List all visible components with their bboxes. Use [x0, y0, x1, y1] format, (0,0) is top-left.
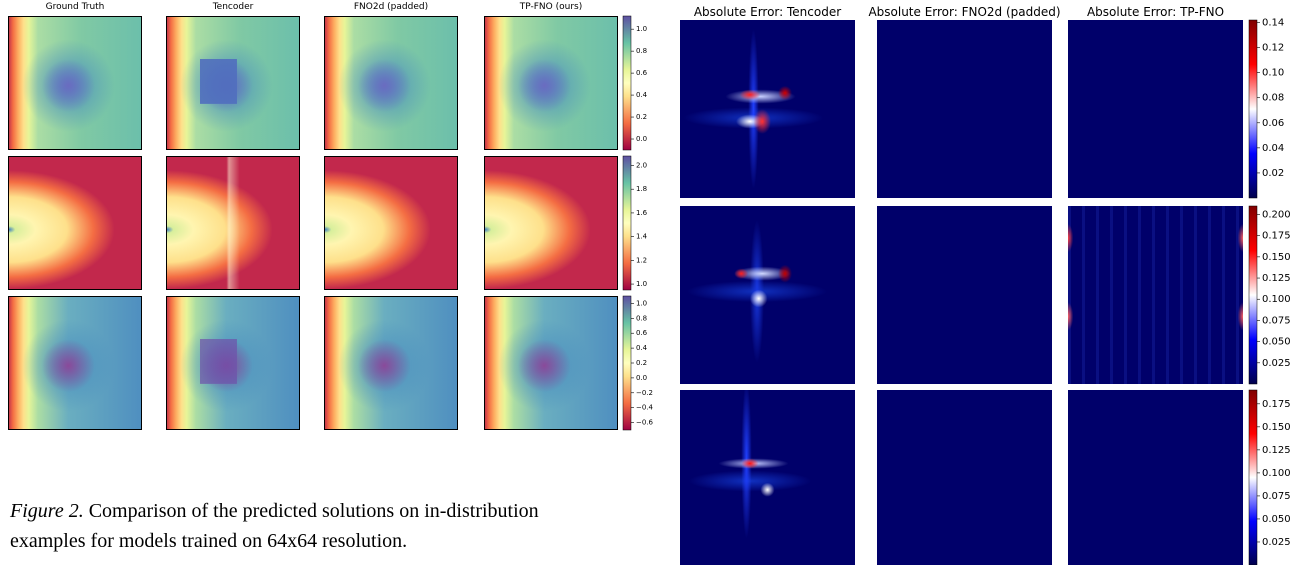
- heatmap: [166, 296, 300, 430]
- heatmap: [324, 156, 458, 290]
- colorbar: [1248, 19, 1258, 199]
- tick-label: 0.050: [1262, 514, 1291, 525]
- tick-label: 0.025: [1262, 358, 1291, 369]
- tick-label: 0.6: [636, 329, 648, 337]
- tick-label: 2.0: [636, 161, 647, 169]
- tick-label: 0.050: [1262, 337, 1291, 348]
- heatmap: [484, 16, 618, 150]
- heatmap: [8, 296, 142, 430]
- tick-label: 0.125: [1262, 445, 1291, 456]
- tick-label: 0.8: [636, 314, 647, 322]
- caption-text: examples for models trained on 64x64 res…: [10, 530, 408, 552]
- heatmap: [484, 296, 618, 430]
- tick-label: 0.150: [1262, 252, 1291, 263]
- heatmap: [1068, 206, 1243, 384]
- tick-label: 0.100: [1262, 294, 1291, 305]
- tick-label: 0.4: [636, 344, 648, 352]
- tick-label: 1.4: [636, 233, 648, 241]
- caption-label: Figure 2.: [10, 500, 84, 522]
- column-title: TP-FNO (ours): [519, 2, 583, 12]
- tick-label: 0.0: [636, 374, 647, 382]
- heatmap: [8, 156, 142, 290]
- tick-label: 0.6: [636, 69, 648, 77]
- heatmap: [484, 156, 618, 290]
- caption: examples for models trained on 64x64 res…: [10, 530, 407, 553]
- tick-label: 1.0: [636, 280, 647, 288]
- heatmap: [877, 390, 1052, 565]
- tick-label: 0.150: [1262, 422, 1291, 433]
- heatmap: [680, 206, 855, 384]
- tick-label: 0.175: [1262, 399, 1291, 410]
- tick-label: 0.175: [1262, 231, 1291, 242]
- column-title: FNO2d (padded): [353, 2, 429, 12]
- column-title: Absolute Error: FNO2d (padded): [868, 5, 1061, 19]
- tick-label: 0.08: [1262, 93, 1284, 104]
- column-title: Absolute Error: TP-FNO: [1086, 5, 1225, 19]
- tick-label: 0.0: [636, 135, 647, 143]
- column-title: Ground Truth: [45, 2, 105, 12]
- colorbar: [622, 15, 632, 151]
- heatmap: [166, 156, 300, 290]
- tick-label: −0.4: [636, 404, 654, 412]
- tick-label: 0.2: [636, 359, 647, 367]
- tick-label: 0.12: [1262, 43, 1284, 54]
- heatmap: [1068, 390, 1243, 565]
- tick-label: −0.6: [636, 419, 654, 427]
- colorbar: [622, 295, 632, 431]
- tick-label: −0.2: [636, 389, 653, 397]
- heatmap: [877, 20, 1052, 198]
- tick-label: 1.0: [636, 25, 647, 33]
- tick-label: 1.0: [636, 299, 647, 307]
- tick-label: 0.025: [1262, 537, 1291, 548]
- colorbar: [622, 155, 632, 291]
- heatmap: [324, 296, 458, 430]
- caption: Figure 2. Comparison of the predicted so…: [10, 500, 539, 523]
- caption-text: Comparison of the predicted solutions on…: [83, 500, 539, 522]
- tick-label: 1.8: [636, 185, 647, 193]
- tick-label: 0.100: [1262, 468, 1291, 479]
- tick-label: 0.200: [1262, 209, 1291, 220]
- tick-label: 0.10: [1262, 68, 1284, 79]
- tick-label: 0.075: [1262, 491, 1291, 502]
- tick-label: 0.125: [1262, 273, 1291, 284]
- heatmap: [680, 390, 855, 565]
- tick-label: 0.02: [1262, 168, 1284, 179]
- tick-label: 1.2: [636, 256, 647, 264]
- tick-label: 0.8: [636, 47, 647, 55]
- tick-label: 0.06: [1262, 118, 1284, 129]
- heatmap: [877, 206, 1052, 384]
- colorbar: [1248, 389, 1258, 565]
- heatmap: [680, 20, 855, 198]
- tick-label: 1.6: [636, 209, 648, 217]
- column-title: Absolute Error: Tencoder: [693, 5, 842, 19]
- tick-label: 0.04: [1262, 143, 1284, 154]
- tick-label: 0.075: [1262, 315, 1291, 326]
- heatmap: [8, 16, 142, 150]
- heatmap: [166, 16, 300, 150]
- tick-label: 0.14: [1262, 18, 1284, 29]
- heatmap: [324, 16, 458, 150]
- column-title: Tencoder: [212, 2, 254, 12]
- colorbar: [1248, 205, 1258, 385]
- heatmap: [1068, 20, 1243, 198]
- tick-label: 0.4: [636, 91, 648, 99]
- tick-label: 0.2: [636, 113, 647, 121]
